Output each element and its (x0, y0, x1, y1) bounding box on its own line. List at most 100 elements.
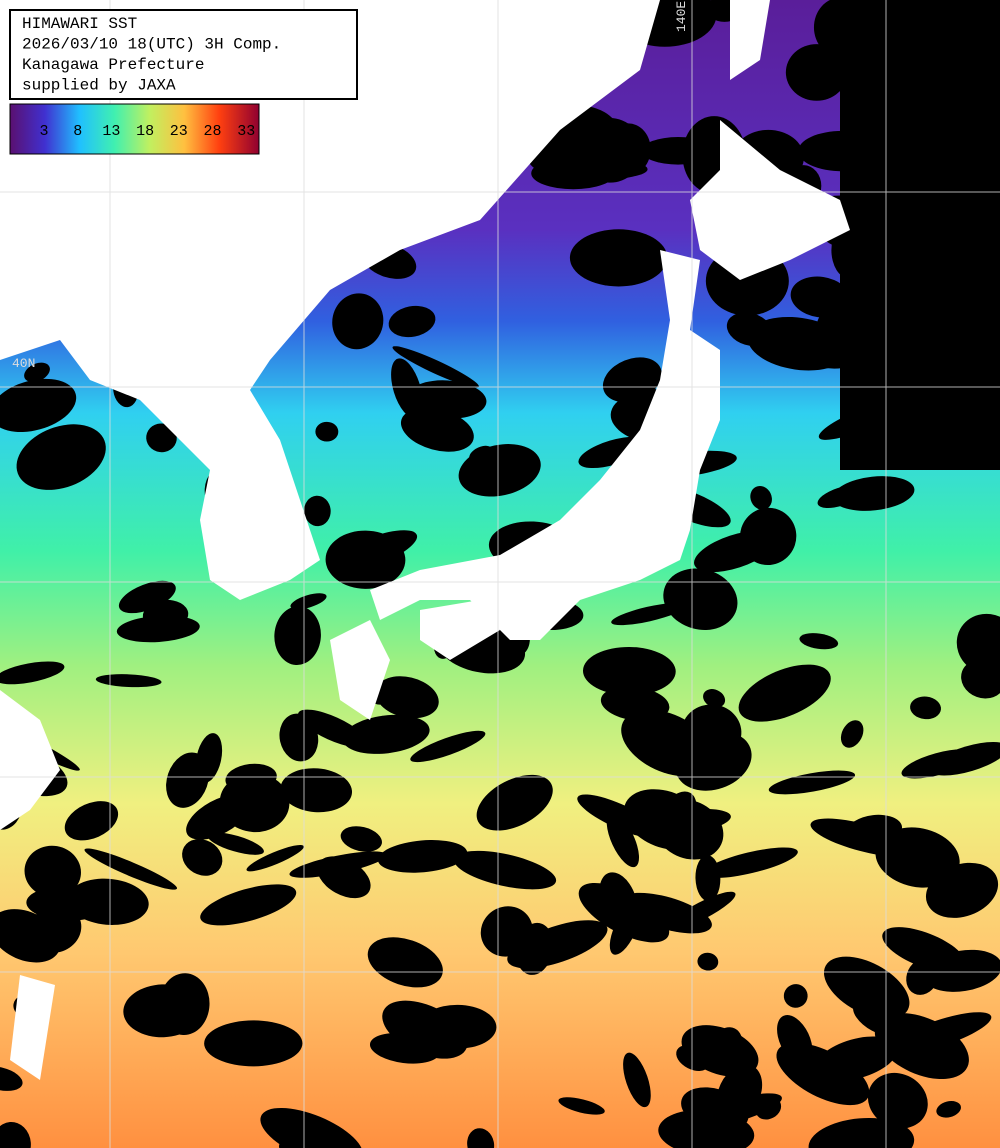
cloud (29, 904, 82, 953)
cloud (663, 568, 738, 631)
colorbar (9, 103, 260, 155)
cloud (923, 949, 1000, 992)
cloud (246, 845, 304, 872)
cloud (840, 720, 864, 748)
cloud (0, 1066, 23, 1091)
colorbar-label: 3 (39, 123, 48, 140)
cloud (582, 646, 676, 696)
cloud (16, 424, 106, 490)
cloud (890, 1012, 992, 1054)
cloud (867, 1072, 928, 1129)
taiwan (10, 975, 55, 1080)
sakhalin (730, 0, 770, 80)
cloud (853, 998, 905, 1037)
cloud (453, 850, 557, 890)
cloud (200, 884, 297, 926)
cloud (207, 832, 264, 855)
cloud (621, 709, 713, 777)
cloud (367, 937, 443, 988)
cloud (274, 606, 321, 666)
cloud (458, 444, 541, 497)
cloud (697, 952, 719, 971)
header-line: supplied by JAXA (22, 77, 176, 95)
cloud (768, 770, 856, 795)
kyushu (330, 620, 390, 720)
cloud (340, 826, 382, 852)
cloud (716, 1064, 763, 1122)
cloud (24, 362, 50, 383)
cloud (279, 713, 319, 762)
cloud (186, 794, 251, 840)
header: HIMAWARI SST 2026/03/10 18(UTC) 3H Comp. K… (22, 15, 281, 95)
cloud (799, 633, 839, 650)
cloud (755, 1097, 782, 1120)
cloud (279, 1136, 303, 1148)
cloud (961, 659, 1000, 699)
cloud (118, 580, 176, 614)
colorbar-label: 13 (102, 123, 120, 140)
header-box (9, 9, 358, 100)
colorbar-labels: 3 8 13 18 23 28 33 (39, 123, 255, 140)
cloud (400, 407, 474, 452)
cloud (840, 0, 1000, 470)
lat-label: 40N (12, 356, 35, 371)
cloud (598, 234, 646, 277)
cloud (0, 661, 65, 685)
cloud (702, 847, 798, 878)
cloud (790, 276, 851, 318)
cloud (833, 476, 915, 511)
cloud (910, 696, 941, 720)
cloud (342, 714, 430, 754)
colorbar-label: 23 (170, 123, 188, 140)
cloud (476, 774, 553, 831)
cloud (875, 827, 960, 888)
cloud (703, 689, 726, 708)
cloud (67, 878, 149, 925)
cloud (332, 293, 384, 350)
cloud (334, 538, 374, 582)
cloud (808, 1118, 915, 1148)
cloud (515, 922, 554, 975)
cloud (750, 485, 772, 510)
cloud (146, 423, 177, 453)
cloud (655, 791, 697, 846)
cloud (623, 1052, 651, 1108)
cloud (317, 856, 371, 899)
cloud (204, 1020, 303, 1067)
china-coast (0, 690, 60, 830)
cloud (599, 872, 638, 927)
cloud (95, 674, 162, 688)
cloud (901, 749, 976, 779)
cloud (817, 485, 863, 509)
cloud (641, 137, 715, 165)
cloud (372, 685, 402, 705)
lon-label: 140E (674, 1, 689, 32)
cloud (558, 1097, 605, 1115)
cloud (377, 840, 468, 873)
cloud (64, 801, 119, 841)
cloud (783, 984, 808, 1008)
cloud (681, 1025, 759, 1077)
cloud (814, 1036, 898, 1081)
cloud (467, 1128, 495, 1148)
cloud (392, 346, 479, 388)
cloud (611, 602, 686, 626)
cloud (755, 319, 854, 369)
cloud (606, 812, 640, 868)
cloud (738, 664, 831, 722)
colorbar-label: 33 (237, 123, 255, 140)
cloud (658, 1109, 755, 1148)
cloud (576, 118, 643, 183)
honshu (370, 250, 720, 640)
cloud (166, 752, 209, 808)
cloud (0, 378, 77, 433)
colorbar-label: 28 (203, 123, 221, 140)
cloud (739, 507, 797, 566)
cloud (159, 973, 210, 1035)
header-line: 2026/03/10 18(UTC) 3H Comp. (22, 36, 281, 54)
cloud (260, 1107, 364, 1148)
cloud (24, 845, 81, 898)
cloud (182, 839, 223, 876)
